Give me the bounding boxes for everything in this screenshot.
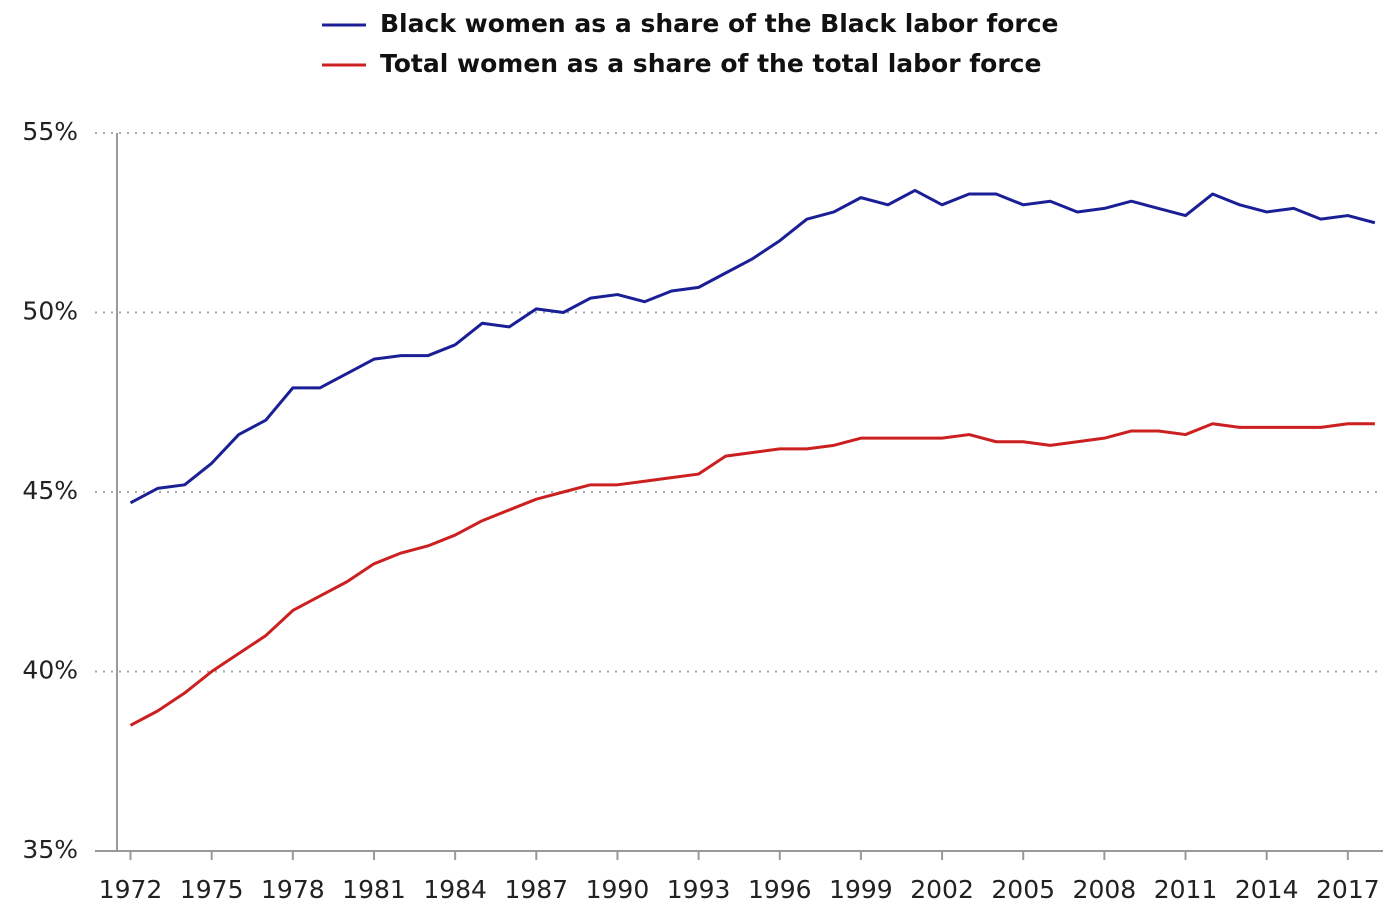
x-tick-label: 1990 xyxy=(586,875,650,904)
x-tick-label: 2011 xyxy=(1154,875,1218,904)
y-tick-label: 40% xyxy=(22,656,78,685)
y-tick-label: 55% xyxy=(22,117,78,146)
x-tick-label: 1999 xyxy=(829,875,893,904)
x-tick-label: 1984 xyxy=(423,875,487,904)
x-tick-label: 2005 xyxy=(991,875,1055,904)
x-tick-label: 2014 xyxy=(1235,875,1299,904)
y-tick-label: 45% xyxy=(22,476,78,505)
legend-label: Black women as a share of the Black labo… xyxy=(380,9,1059,38)
x-tick-label: 1987 xyxy=(504,875,568,904)
x-tick-label: 1996 xyxy=(748,875,812,904)
y-tick-label: 50% xyxy=(22,297,78,326)
x-tick-label: 2002 xyxy=(910,875,974,904)
x-tick-label: 1993 xyxy=(667,875,731,904)
y-tick-label: 35% xyxy=(22,835,78,864)
legend-label: Total women as a share of the total labo… xyxy=(380,49,1041,78)
x-tick-label: 1972 xyxy=(99,875,163,904)
x-tick-label: 1981 xyxy=(342,875,406,904)
x-tick-label: 1978 xyxy=(261,875,325,904)
x-tick-label: 2008 xyxy=(1073,875,1137,904)
legend: Black women as a share of the Black labo… xyxy=(322,9,1059,78)
x-tick-label: 1975 xyxy=(180,875,244,904)
series-line xyxy=(129,422,1375,727)
x-tick-label: 2017 xyxy=(1316,875,1380,904)
series-line xyxy=(129,188,1376,505)
